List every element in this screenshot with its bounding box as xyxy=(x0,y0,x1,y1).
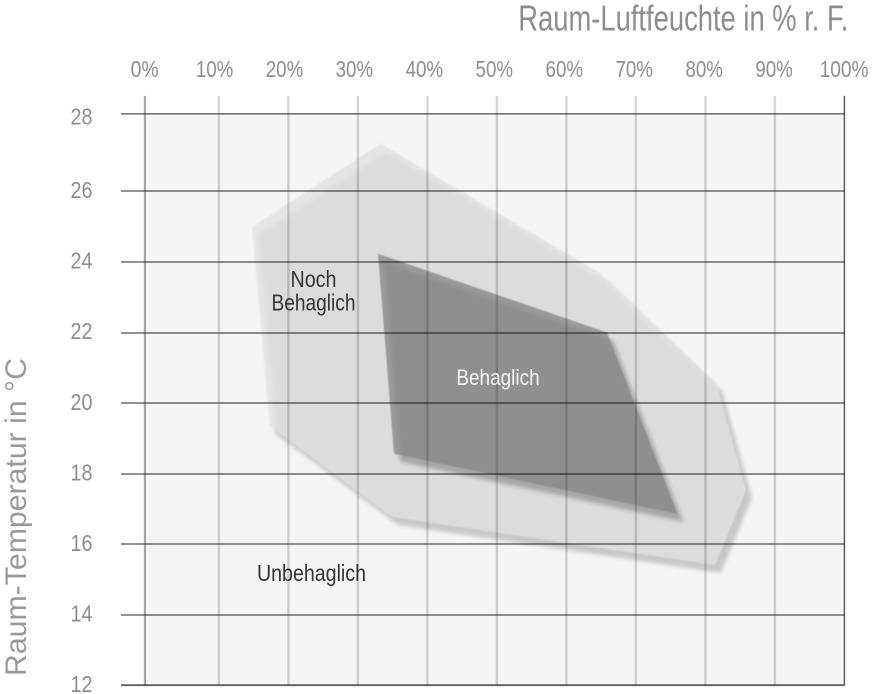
svg-text:Unbehaglich: Unbehaglich xyxy=(257,560,366,586)
svg-text:28: 28 xyxy=(71,104,93,130)
svg-text:50%: 50% xyxy=(476,56,514,82)
svg-text:14: 14 xyxy=(71,600,93,626)
svg-text:100%: 100% xyxy=(820,56,869,82)
svg-text:26: 26 xyxy=(71,177,93,203)
svg-text:Behaglich: Behaglich xyxy=(456,365,539,390)
svg-text:Raum-Temperatur in °C: Raum-Temperatur in °C xyxy=(0,358,33,676)
svg-text:Behaglich: Behaglich xyxy=(272,290,356,316)
svg-text:60%: 60% xyxy=(546,56,584,82)
svg-text:20: 20 xyxy=(71,389,93,415)
svg-text:22: 22 xyxy=(71,318,93,344)
svg-text:10%: 10% xyxy=(196,56,234,82)
svg-text:40%: 40% xyxy=(406,56,444,82)
svg-text:70%: 70% xyxy=(615,56,653,82)
svg-text:80%: 80% xyxy=(685,56,723,82)
svg-text:30%: 30% xyxy=(336,56,374,82)
svg-text:90%: 90% xyxy=(755,56,793,82)
svg-text:18: 18 xyxy=(71,459,93,485)
svg-text:0%: 0% xyxy=(131,56,159,82)
svg-text:24: 24 xyxy=(71,248,93,274)
svg-text:Raum-Luftfeuchte in % r. F.: Raum-Luftfeuchte in % r. F. xyxy=(518,0,848,38)
svg-text:16: 16 xyxy=(71,530,93,556)
svg-text:12: 12 xyxy=(71,671,93,694)
svg-text:20%: 20% xyxy=(266,56,304,82)
svg-text:Noch: Noch xyxy=(291,266,337,292)
